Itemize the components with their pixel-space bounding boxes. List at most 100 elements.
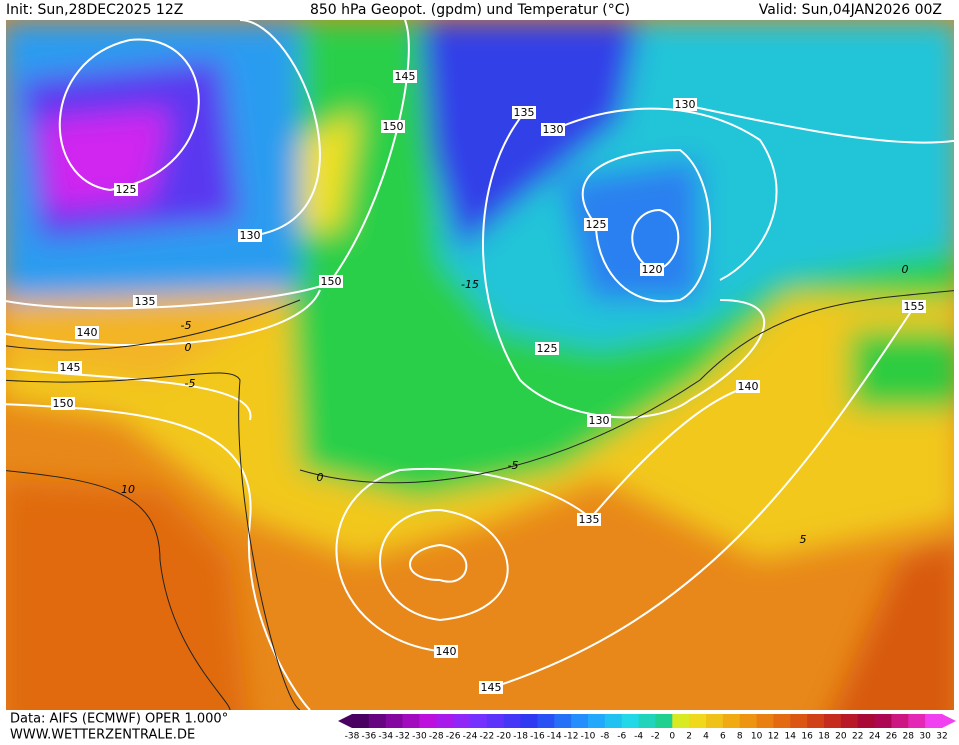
scale-box xyxy=(368,714,387,728)
scale-label: -30 xyxy=(412,732,427,742)
temperature-label: -5 xyxy=(181,319,192,332)
scale-label: 2 xyxy=(686,732,692,742)
scale-box xyxy=(503,714,522,728)
valid-time: Valid: Sun,04JAN2026 00Z xyxy=(759,2,942,18)
geopotential-label: 130 xyxy=(240,229,261,242)
scale-label: 0 xyxy=(669,732,675,742)
geopotential-label: 140 xyxy=(738,380,759,393)
label-box xyxy=(587,414,611,427)
geopotential-label: 130 xyxy=(675,98,696,111)
scale-box xyxy=(453,714,471,728)
scale-box xyxy=(537,714,555,728)
geopotential-label: 135 xyxy=(514,106,535,119)
scale-label: 32 xyxy=(936,732,947,742)
temperature-contours xyxy=(6,290,954,710)
label-box xyxy=(584,218,608,231)
color-scale: -38 -36 -34 -32 -30 -28 -26 -24 -22 -20 -18 -16 -14-… xyxy=(338,714,956,742)
scale-box xyxy=(604,714,623,728)
temperature-label: -15 xyxy=(461,278,479,291)
scale-box xyxy=(739,714,758,728)
scale-box xyxy=(436,714,454,728)
scale-label: -34 xyxy=(378,732,393,742)
label-box xyxy=(75,326,99,339)
label-box xyxy=(51,397,75,410)
scale-arrow-left xyxy=(338,714,352,728)
label-box xyxy=(238,229,262,242)
scale-label: -24 xyxy=(463,732,478,742)
scale-box xyxy=(689,714,707,728)
geopotential-label: 120 xyxy=(642,263,663,276)
label-box xyxy=(902,300,926,313)
geopotential-label: 135 xyxy=(135,295,156,308)
geopotential-label: 145 xyxy=(395,70,416,83)
scale-box xyxy=(419,714,437,728)
scale-box xyxy=(571,714,589,728)
scale-box xyxy=(756,714,774,728)
geopotential-label: 125 xyxy=(116,183,137,196)
scale-label: 6 xyxy=(720,732,726,742)
scale-label: -36 xyxy=(362,732,377,742)
scale-box xyxy=(385,714,404,728)
data-source: Data: AIFS (ECMWF) OPER 1.000° xyxy=(10,712,228,727)
scale-label: 4 xyxy=(703,732,709,742)
label-box xyxy=(393,70,417,83)
scale-box xyxy=(486,714,505,728)
label-box xyxy=(736,380,760,393)
label-box xyxy=(434,645,458,658)
scale-label: -32 xyxy=(395,732,410,742)
scale-box xyxy=(638,714,656,728)
scale-label: -16 xyxy=(530,732,545,742)
scale-box xyxy=(874,714,892,728)
scale-label: 10 xyxy=(751,732,763,742)
scale-box xyxy=(908,714,926,728)
temperature-label: 0 xyxy=(185,341,192,354)
scale-box xyxy=(402,714,420,728)
temperature-label: 5 xyxy=(800,533,807,546)
scale-label: 26 xyxy=(886,732,898,742)
scale-label: 8 xyxy=(737,732,743,742)
init-time: Init: Sun,28DEC2025 12Z xyxy=(6,2,183,18)
label-box xyxy=(114,183,138,196)
scale-box xyxy=(554,714,572,728)
temperature-label: -5 xyxy=(508,459,519,472)
scale-label: -28 xyxy=(429,732,444,742)
scale-label: -6 xyxy=(617,732,626,742)
scale-label: -22 xyxy=(480,732,495,742)
scale-label: 12 xyxy=(768,732,779,742)
label-box xyxy=(541,123,565,136)
scale-label: 20 xyxy=(835,732,847,742)
scale-box xyxy=(824,714,842,728)
scale-label: -4 xyxy=(634,732,643,742)
scale-label: -8 xyxy=(600,732,609,742)
scale-label: -38 xyxy=(345,732,360,742)
geopotential-label: 135 xyxy=(579,513,600,526)
scale-label: 22 xyxy=(852,732,863,742)
scale-label: -18 xyxy=(513,732,528,742)
geopotential-label: 140 xyxy=(436,645,457,658)
label-box xyxy=(535,342,559,355)
geopotential-label: 125 xyxy=(586,218,607,231)
map-title: 850 hPa Geopot. (gpdm) und Temperatur (°… xyxy=(310,2,630,18)
scale-label: -2 xyxy=(651,732,660,742)
geopotential-label: 140 xyxy=(77,326,98,339)
scale-label: 14 xyxy=(785,732,797,742)
scale-box xyxy=(722,714,741,728)
scale-label: -12 xyxy=(564,732,579,742)
scale-box xyxy=(790,714,808,728)
scale-box xyxy=(807,714,825,728)
scale-label: 28 xyxy=(903,732,915,742)
scale-box xyxy=(925,714,943,728)
label-box xyxy=(133,295,157,308)
temperature-label: 10 xyxy=(121,483,135,496)
scale-label: -10 xyxy=(581,732,596,742)
geopotential-label: 145 xyxy=(481,681,502,694)
label-box xyxy=(640,263,664,276)
geopotential-label: 145 xyxy=(60,361,81,374)
scale-box xyxy=(840,714,859,728)
label-box xyxy=(512,106,536,119)
geopotential-label: 150 xyxy=(53,397,74,410)
temperature-label: -5 xyxy=(185,377,196,390)
label-box xyxy=(319,275,343,288)
scale-label: -20 xyxy=(496,732,511,742)
scale-label: 18 xyxy=(818,732,830,742)
